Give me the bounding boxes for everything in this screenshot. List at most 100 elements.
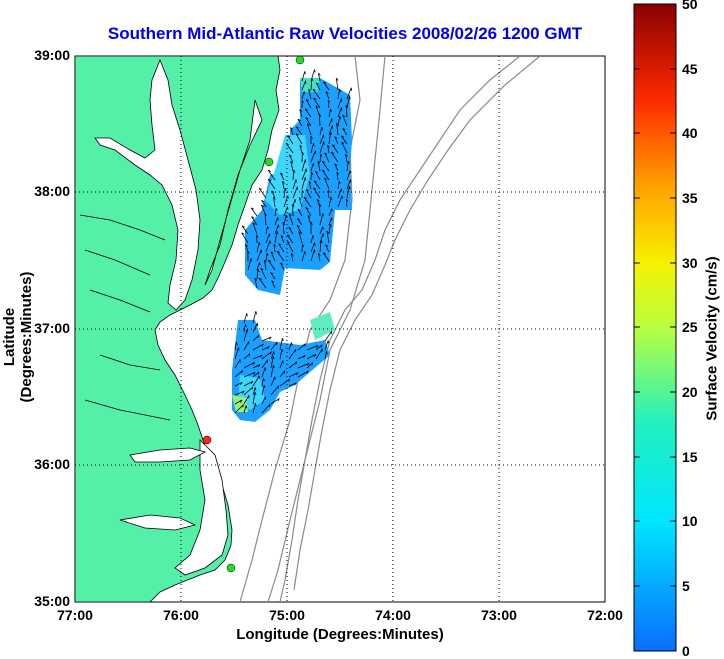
- velocity-arrowhead: [318, 72, 321, 76]
- velocity-arrowhead: [308, 89, 311, 92]
- velocity-arrowhead: [247, 250, 250, 254]
- velocity-arrowhead: [305, 117, 309, 120]
- velocity-arrowhead: [244, 323, 247, 328]
- velocity-arrow: [270, 251, 276, 262]
- velocity-arrowhead: [272, 356, 275, 360]
- velocity-arrowhead: [242, 404, 244, 408]
- pamlico-sound: [174, 439, 229, 576]
- velocity-arrow: [252, 387, 256, 396]
- velocity-arrow: [261, 359, 269, 369]
- station-marker-green[interactable]: [264, 157, 274, 167]
- velocity-arrow: [323, 81, 330, 91]
- velocity-arrowhead: [259, 262, 261, 266]
- velocity-arrowhead: [282, 338, 284, 342]
- velocity-arrowhead: [305, 207, 309, 210]
- velocity-arrowhead: [281, 349, 284, 353]
- velocity-arrowhead: [329, 223, 332, 228]
- velocity-arrowhead: [323, 141, 325, 145]
- velocity-arrow: [252, 222, 258, 235]
- velocity-arrowhead: [320, 153, 323, 157]
- velocity-arrow: [250, 207, 258, 217]
- velocity-arrow: [308, 181, 312, 190]
- x-tick-label: 75:00: [269, 607, 305, 623]
- velocity-arrowhead: [342, 114, 346, 118]
- velocity-arrowhead: [313, 143, 315, 147]
- velocity-arrow: [270, 365, 274, 378]
- velocity-arrowhead: [254, 387, 257, 391]
- velocity-arrow: [312, 89, 321, 100]
- velocity-arrowhead: [330, 151, 335, 154]
- velocity-arrow: [279, 370, 286, 378]
- velocity-arrowhead: [326, 230, 330, 234]
- velocity-arrowhead: [304, 108, 309, 111]
- x-tick-label: 72:00: [587, 607, 623, 623]
- colorbar-tick-label: 5: [682, 578, 690, 594]
- velocity-arrow: [301, 251, 306, 262]
- velocity-arrow: [234, 342, 237, 351]
- velocity-arrow: [319, 213, 324, 226]
- velocity-arrowhead: [345, 198, 349, 202]
- velocity-arrow: [292, 179, 297, 190]
- velocity-arrowhead: [304, 71, 306, 75]
- x-tick-label: 73:00: [481, 607, 517, 623]
- velocity-arrow: [261, 378, 264, 387]
- velocity-arrow: [327, 189, 330, 199]
- velocity-arrowhead: [268, 259, 272, 262]
- station-marker-green[interactable]: [226, 563, 236, 573]
- velocity-arrow: [234, 347, 239, 360]
- velocity-arrowhead: [295, 179, 297, 183]
- velocity-arrow: [283, 195, 289, 208]
- velocity-arrowhead: [301, 99, 304, 103]
- x-tick-label: 77:00: [57, 607, 93, 623]
- velocity-arrowhead: [257, 335, 259, 339]
- velocity-arrowhead: [267, 178, 271, 181]
- velocity-arrow: [298, 231, 303, 244]
- velocity-arrowhead: [316, 199, 320, 202]
- station-marker-green[interactable]: [295, 56, 305, 65]
- velocity-arrowhead: [324, 152, 328, 156]
- velocity-arrow: [315, 344, 323, 351]
- velocity-arrowhead: [267, 226, 269, 230]
- velocity-arrow: [243, 324, 246, 333]
- velocity-arrow: [337, 98, 342, 109]
- velocity-arrowhead: [288, 226, 292, 230]
- velocity-arrowhead: [313, 354, 317, 357]
- velocity-arrowhead: [305, 188, 309, 192]
- velocity-arrow: [261, 200, 267, 208]
- velocity-arrowhead: [326, 350, 328, 355]
- velocity-arrowhead: [334, 136, 338, 139]
- velocity-arrow: [307, 215, 312, 226]
- station-marker-red[interactable]: [202, 435, 212, 445]
- velocity-arrowhead: [310, 135, 313, 139]
- velocity-arrow: [308, 89, 312, 100]
- velocity-arrow: [297, 362, 310, 369]
- velocity-arrow: [310, 77, 313, 91]
- velocity-arrow: [273, 244, 276, 253]
- velocity-arrow: [345, 154, 348, 163]
- velocity-arrow: [243, 371, 256, 378]
- x-tick-label: 74:00: [375, 607, 411, 623]
- velocity-arrow: [283, 188, 286, 199]
- velocity-arrowhead: [297, 218, 301, 221]
- velocity-arrow: [310, 249, 315, 262]
- albemarle-sound: [129, 447, 207, 463]
- velocity-arrowhead: [294, 199, 297, 203]
- velocity-arrow: [297, 355, 306, 360]
- velocity-arrowhead: [334, 163, 338, 166]
- velocity-arrowhead: [349, 170, 352, 174]
- colorbar: [633, 3, 677, 652]
- velocity-arrowhead: [313, 180, 318, 183]
- velocity-arrowhead: [330, 131, 333, 136]
- velocity-arrow: [306, 123, 312, 136]
- colorbar-tick-label: 0: [682, 643, 690, 659]
- velocity-arrow: [288, 154, 294, 163]
- velocity-arrowhead: [317, 160, 321, 164]
- velocity-arrow: [324, 152, 330, 163]
- velocity-arrow: [325, 244, 330, 253]
- velocity-arrowhead: [258, 187, 262, 190]
- velocity-arrow: [295, 133, 303, 145]
- velocity-arrowhead: [252, 372, 256, 375]
- velocity-arrowhead: [288, 213, 292, 216]
- velocity-arrowhead: [278, 243, 282, 246]
